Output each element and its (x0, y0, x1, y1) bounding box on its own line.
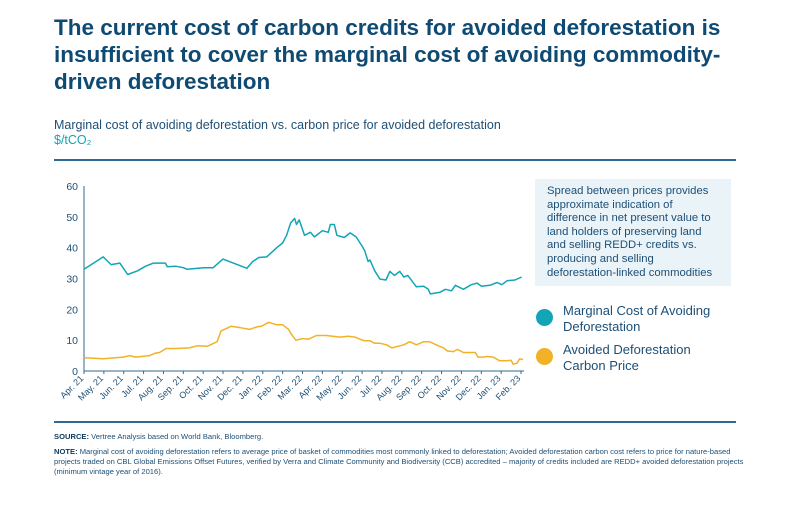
legend-label: Marginal Cost of Avoiding Deforestation (563, 303, 711, 334)
legend-swatch (536, 348, 553, 365)
note-body: Marginal cost of avoiding deforestation … (54, 447, 744, 476)
source-body: Vertree Analysis based on World Bank, Bl… (89, 432, 264, 441)
note-text: NOTE: Marginal cost of avoiding deforest… (54, 447, 744, 476)
y-tick-label: 30 (66, 274, 78, 286)
legend-item-marginal-cost: Marginal Cost of Avoiding Deforestation (536, 303, 713, 334)
source-label: SOURCE: (54, 432, 90, 441)
annotation-box: Spread between prices provides approxima… (535, 179, 731, 287)
y-tick-label: 20 (66, 304, 78, 316)
top-divider (54, 159, 736, 161)
chart-subtitle: Marginal cost of avoiding deforestation … (54, 118, 501, 132)
y-tick-label: 0 (72, 366, 78, 378)
y-tick-label: 50 (66, 212, 78, 224)
y-tick-label: 60 (66, 181, 78, 193)
source-text: SOURCE: Vertree Analysis based on World … (54, 432, 263, 441)
legend-swatch (536, 309, 553, 326)
y-tick-label: 10 (66, 335, 78, 347)
bottom-divider (54, 421, 736, 423)
legend-item-carbon-price: Avoided Deforestation Carbon Price (536, 342, 713, 373)
page-title: The current cost of carbon credits for a… (54, 15, 721, 94)
series-line-0 (83, 217, 523, 295)
series-line-1 (83, 321, 524, 365)
y-tick-label: 40 (66, 243, 78, 255)
legend-label: Avoided Deforestation Carbon Price (563, 342, 691, 373)
note-label: NOTE: (54, 447, 78, 456)
chart-units: $/tCO₂ (54, 133, 92, 147)
